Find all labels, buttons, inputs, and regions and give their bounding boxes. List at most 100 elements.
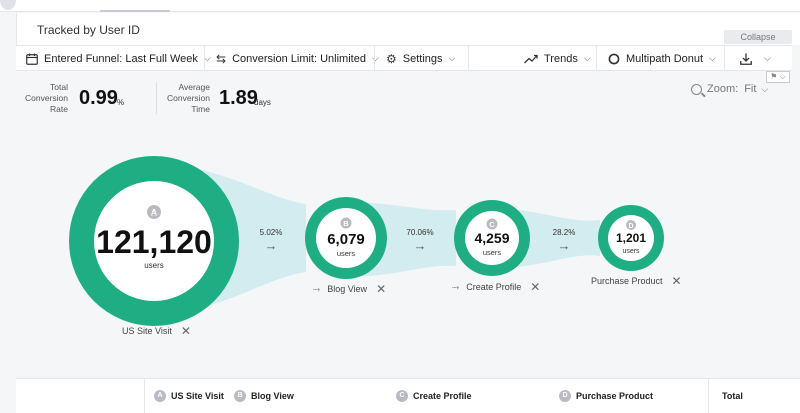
trends-dropdown[interactable]: Trends ⌵ [524,46,591,71]
close-icon[interactable]: ✕ [530,280,541,294]
step-badge-c [486,218,498,230]
donut-chart-icon [608,53,620,64]
step-letter-d: D [628,223,633,230]
swap-arrows-icon: ⇆ [216,51,227,66]
zoom-control[interactable]: Zoom: Fit ⌵ [691,83,768,95]
toolbar-divider [204,46,205,71]
step-badge: B [234,390,246,402]
step-badge: A [154,390,166,402]
top-nav-bar [0,0,800,12]
toolbar-divider [596,46,597,71]
chevron-down-icon: ⌵ [764,53,771,63]
step-letter-c: C [489,220,495,229]
toolbar-divider [724,46,725,71]
step-center-a [94,181,214,301]
step-count-b: 6,079 [327,231,365,248]
toolbar-divider [374,46,375,71]
column-header-total[interactable]: Total [722,391,743,401]
column-header-d[interactable]: D Purchase Product [559,387,653,405]
multipath-donut-funnel: A 121,120 users B 6,079 users C 4,259 us… [0,120,800,380]
chart-type-dropdown[interactable]: Multipath Donut ⌵ [608,46,716,71]
column-divider [144,379,145,413]
flag-button[interactable]: ⚑ ⌵ [766,71,790,83]
rate-b-c-value: 70.06% [406,228,434,237]
step-name-c: Create Profile [466,282,522,292]
arrow-right-icon: → [264,238,278,253]
conversion-time-unit: days [254,98,271,107]
step-center-c [465,211,519,265]
conversion-limit-label: Conversion Limit: Unlimited [232,52,366,65]
chart-type-label: Multipath Donut [626,52,704,65]
step-label-a: US Site Visit ✕ [122,324,191,338]
step-letter-a: A [151,208,158,218]
close-icon[interactable]: ✕ [180,324,191,338]
conversion-limit-dropdown[interactable]: ⇆ Conversion Limit: Unlimited ⌵ [216,46,379,71]
conversion-rate-label: Total Conversion Rate [25,82,68,114]
report-header: Tracked by User ID [16,13,800,45]
step-center-b [316,208,376,268]
calendar-icon [26,53,38,65]
pin-icon[interactable]: ⤑ [313,283,321,294]
step-badge-a [147,205,161,219]
step-name-d: Purchase Product [591,276,663,286]
column-divider [708,379,709,413]
column-header-c[interactable]: C Create Profile [396,387,472,405]
toolbar: Entered Funnel: Last Full Week ⌵ ⇆ Conve… [16,45,792,71]
zoom-label: Zoom: [707,83,739,95]
step-letter-b: B [343,219,349,228]
active-tab-indicator [100,10,170,12]
rate-c-d-value: 28.2% [552,228,576,237]
trends-label: Trends [544,52,578,65]
step-label-d: Purchase Product ✕ [591,274,682,288]
step-count-a: 121,120 [96,224,212,260]
conversion-time-value: 1.89 [219,87,258,109]
step-unit-b: users [337,249,356,258]
collapse-button[interactable]: Collapse [724,30,792,44]
step-center-d [608,215,654,261]
rate-c-d: 28.2% → [544,228,584,253]
toolbar-divider [468,46,469,71]
step-label-b: ⤑ Blog View ✕ [313,282,386,296]
arrow-right-icon: → [413,238,427,253]
column-header-b[interactable]: B Blog View [234,387,294,405]
step-unit-a: users [144,261,164,270]
chevron-down-icon: ⌵ [203,53,211,63]
step-label-c: ⤑ Create Profile ✕ [452,280,540,294]
trend-line-icon [524,54,538,63]
pin-icon[interactable]: ⤑ [452,281,460,292]
rate-b-c: 70.06% → [400,228,440,253]
gear-icon: ⚙ [386,51,397,66]
rate-a-b: 5.02% → [251,228,291,253]
step-badge-d [626,220,636,230]
step-node-b[interactable]: B 6,079 users [305,197,387,279]
step-node-a[interactable]: A 121,120 users [69,156,239,326]
funnel-window-label: Entered Funnel: Last Full Week [44,52,198,65]
close-icon[interactable]: ✕ [671,274,682,288]
chevron-down-icon: ⌵ [583,53,591,63]
step-count-d: 1,201 [616,231,646,245]
conversion-time-label: Average Conversion Time [167,82,210,114]
column-header-a[interactable]: A US Site Visit [154,387,224,405]
step-node-d[interactable]: D 1,201 users [598,205,664,271]
chevron-down-icon: ⌵ [371,53,379,63]
chevron-down-icon: ⌵ [761,83,769,94]
download-icon [740,53,752,65]
avatar[interactable] [0,0,16,10]
download-dropdown[interactable]: ⌵ [740,46,771,71]
conversion-rate-value: 0.99 [79,87,118,109]
step-node-c[interactable]: C 4,259 users [454,200,530,276]
rate-a-b-value: 5.02% [259,228,283,237]
funnel-table-header: A US Site Visit B Blog View C Create Pro… [16,378,800,413]
funnel-svg: A 121,120 users B 6,079 users C 4,259 us… [69,156,664,326]
settings-dropdown[interactable]: ⚙ Settings ⌵ [386,46,455,71]
step-unit-d: users [622,248,640,255]
chevron-down-icon: ⌵ [448,53,456,63]
close-icon[interactable]: ✕ [376,282,387,296]
settings-label: Settings [402,52,443,65]
arrow-right-icon: → [557,238,571,253]
step-unit-c: users [483,248,502,257]
chevron-down-icon: ⌵ [709,53,716,63]
step-name-b: Blog View [327,284,368,294]
step-badge: D [559,390,571,402]
funnel-window-dropdown[interactable]: Entered Funnel: Last Full Week ⌵ [26,46,211,71]
